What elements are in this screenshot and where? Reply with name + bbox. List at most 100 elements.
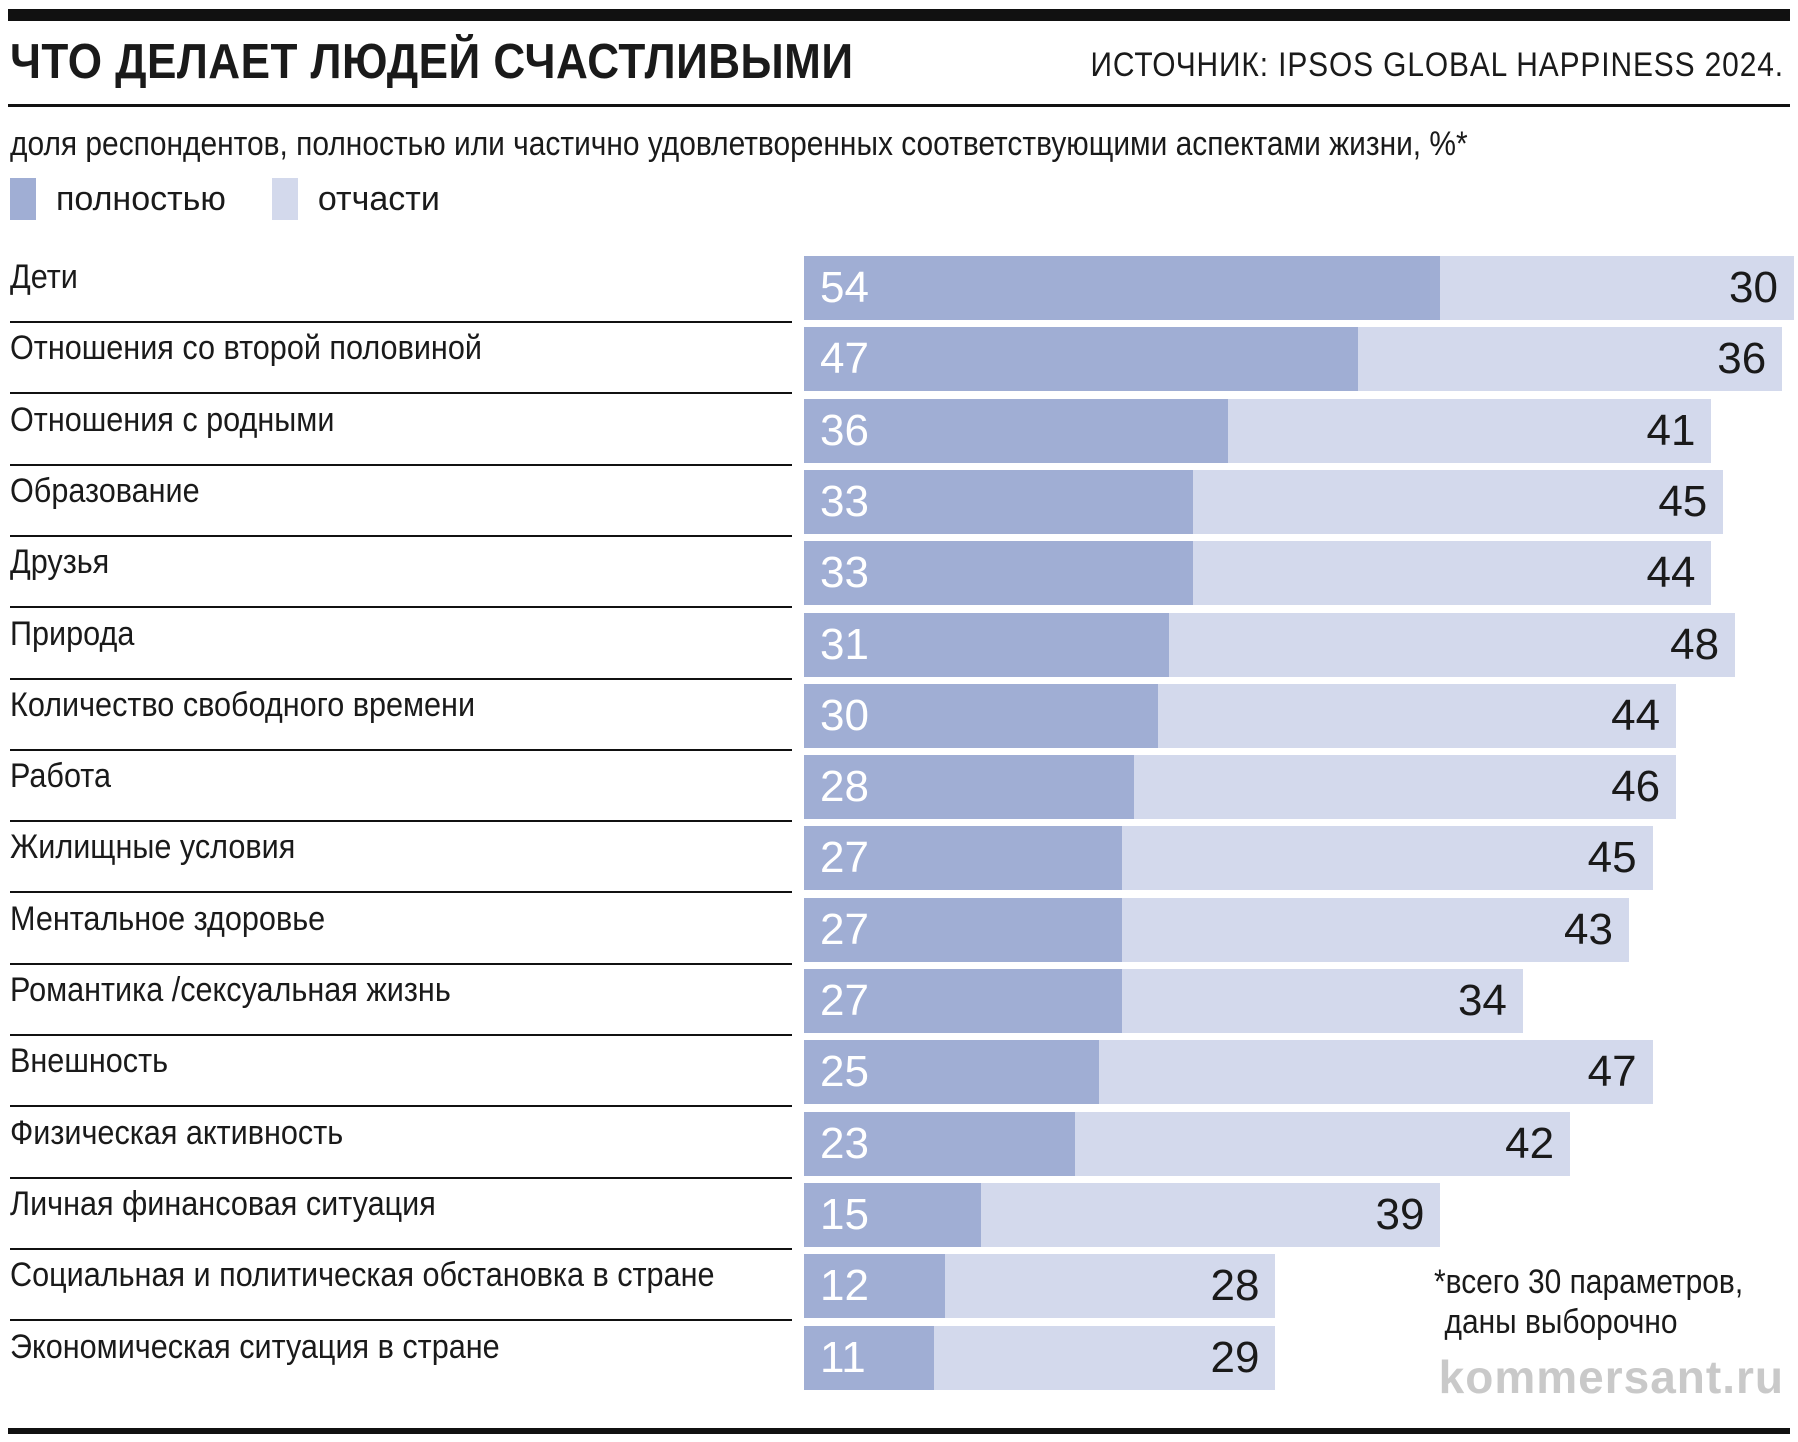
bar-fully-satisfied [804,1254,946,1319]
chart-row: Образование 33 45 [0,466,1798,537]
bar-partially-satisfied [1192,469,1724,534]
value-label-partially: 42 [1505,1118,1555,1168]
category-label: Ментальное здоровье [10,899,326,938]
value-label-partially: 28 [1210,1261,1260,1311]
row-separator [10,463,792,466]
chart-row: Романтика /сексуальная жизнь 27 34 [0,965,1798,1036]
chart-row: Друзья 33 44 [0,537,1798,609]
category-label: Жилищные условия [10,828,296,867]
value-label-fully: 33 [820,548,869,598]
row-separator [10,534,792,537]
value-label-fully: 27 [820,976,869,1025]
bar-fully-satisfied [804,1111,1076,1176]
value-label-partially: 34 [1457,976,1507,1025]
category-label: Отношения со второй половиной [10,329,482,368]
value-label-partially: 43 [1564,904,1613,954]
value-label-fully: 36 [820,405,869,455]
bottom-rule [8,1428,1790,1434]
row-separator [10,677,792,680]
row-separator [10,606,792,609]
legend: полностью отчасти [10,177,486,221]
bar-fully-satisfied [804,1040,1099,1105]
bar-partially-satisfied [1157,683,1677,748]
value-label-partially: 47 [1587,1047,1637,1097]
category-label: Отношения с родными [10,400,335,439]
bar-partially-satisfied [933,1325,1276,1390]
legend-label-full: полностью [56,179,226,218]
bar-fully-satisfied [804,755,1134,820]
footnote: *всего 30 параметров, даны выборочно [1434,1262,1743,1342]
bar-partially-satisfied [1122,969,1523,1033]
legend-swatch-partial [271,178,298,220]
legend-swatch-full [10,178,36,220]
chart-row: Экономическая ситуация в стране 11 29 [0,1322,1798,1393]
bar-partially-satisfied [1228,398,1712,463]
bar-partially-satisfied [1192,541,1712,606]
chart-row: Физическая активность 23 42 [0,1108,1798,1179]
category-label: Внешность [10,1042,169,1081]
value-label-fully: 15 [820,1189,869,1239]
value-label-fully: 12 [820,1261,869,1311]
bar-partially-satisfied [945,1254,1276,1319]
value-label-partially: 44 [1611,690,1661,740]
bar-partially-satisfied [1098,1040,1653,1105]
bar-partially-satisfied [1357,327,1783,392]
value-label-partially: 36 [1717,334,1767,384]
bar-fully-satisfied [804,1182,981,1247]
footnote-line-1: *всего 30 параметров, [1434,1263,1744,1301]
value-label-partially: 30 [1729,263,1778,312]
value-label-fully: 27 [820,833,869,883]
value-label-fully: 54 [820,263,869,312]
bar-fully-satisfied [804,826,1123,891]
category-label: Образование [10,471,200,510]
value-label-partially: 45 [1658,476,1708,526]
value-label-fully: 31 [820,619,869,669]
row-separator [10,392,792,395]
value-label-partially: 45 [1587,833,1637,883]
chart-row: Ментальное здоровье 27 43 [0,894,1798,965]
value-label-partially: 46 [1611,762,1661,812]
category-label: Дети [10,258,78,296]
value-label-partially: 44 [1646,548,1696,598]
bar-fully-satisfied [804,683,1158,748]
footnote-line-2: даны выборочно [1444,1303,1678,1341]
value-label-fully: 47 [820,334,869,384]
chart-row: Дети 54 30 [0,252,1798,323]
category-label: Количество свободного времени [10,685,476,724]
chart-row: Социальная и политическая обстановка в с… [0,1250,1798,1322]
chart-row: Жилищные условия 27 45 [0,822,1798,894]
value-label-fully: 11 [820,1332,866,1382]
source-label: ИСТОЧНИК: IPSOS GLOBAL HAPPINESS 2024. [1090,46,1784,84]
value-label-fully: 33 [820,476,869,526]
chart-row: Количество свободного времени 30 44 [0,680,1798,751]
bar-fully-satisfied [804,612,1170,677]
value-label-partially: 48 [1670,619,1720,669]
row-separator [10,1176,792,1179]
value-label-partially: 41 [1646,405,1696,455]
chart-row: Работа 28 46 [0,751,1798,823]
bar-fully-satisfied [804,469,1193,534]
chart-subtitle: доля респондентов, полностью или частичн… [10,125,1468,163]
stacked-bar-chart: Дети 54 30 Отношения со второй половиной 47 3… [0,252,1798,1402]
chart-row: Внешность 25 47 [0,1036,1798,1108]
bar-partially-satisfied [980,1182,1441,1247]
value-label-fully: 25 [820,1047,869,1097]
value-label-partially: 39 [1375,1189,1425,1239]
top-rule [8,9,1790,21]
value-label-fully: 30 [820,690,869,740]
row-separator [10,321,792,323]
bar-fully-satisfied [804,1325,934,1390]
category-label: Друзья [10,543,110,582]
chart-row: Природа 31 48 [0,609,1798,680]
bar-fully-satisfied [804,969,1123,1033]
row-separator [10,1319,792,1322]
bar-partially-satisfied [1122,826,1653,891]
bar-partially-satisfied [1169,612,1736,677]
value-label-fully: 23 [820,1118,869,1168]
chart-title: ЧТО ДЕЛАЕТ ЛЮДЕЙ СЧАСТЛИВЫМИ [10,35,854,89]
bar-fully-satisfied [804,327,1358,392]
row-separator [10,748,792,751]
value-label-fully: 28 [820,762,869,812]
row-separator [10,962,792,965]
header-rule [8,104,1790,107]
